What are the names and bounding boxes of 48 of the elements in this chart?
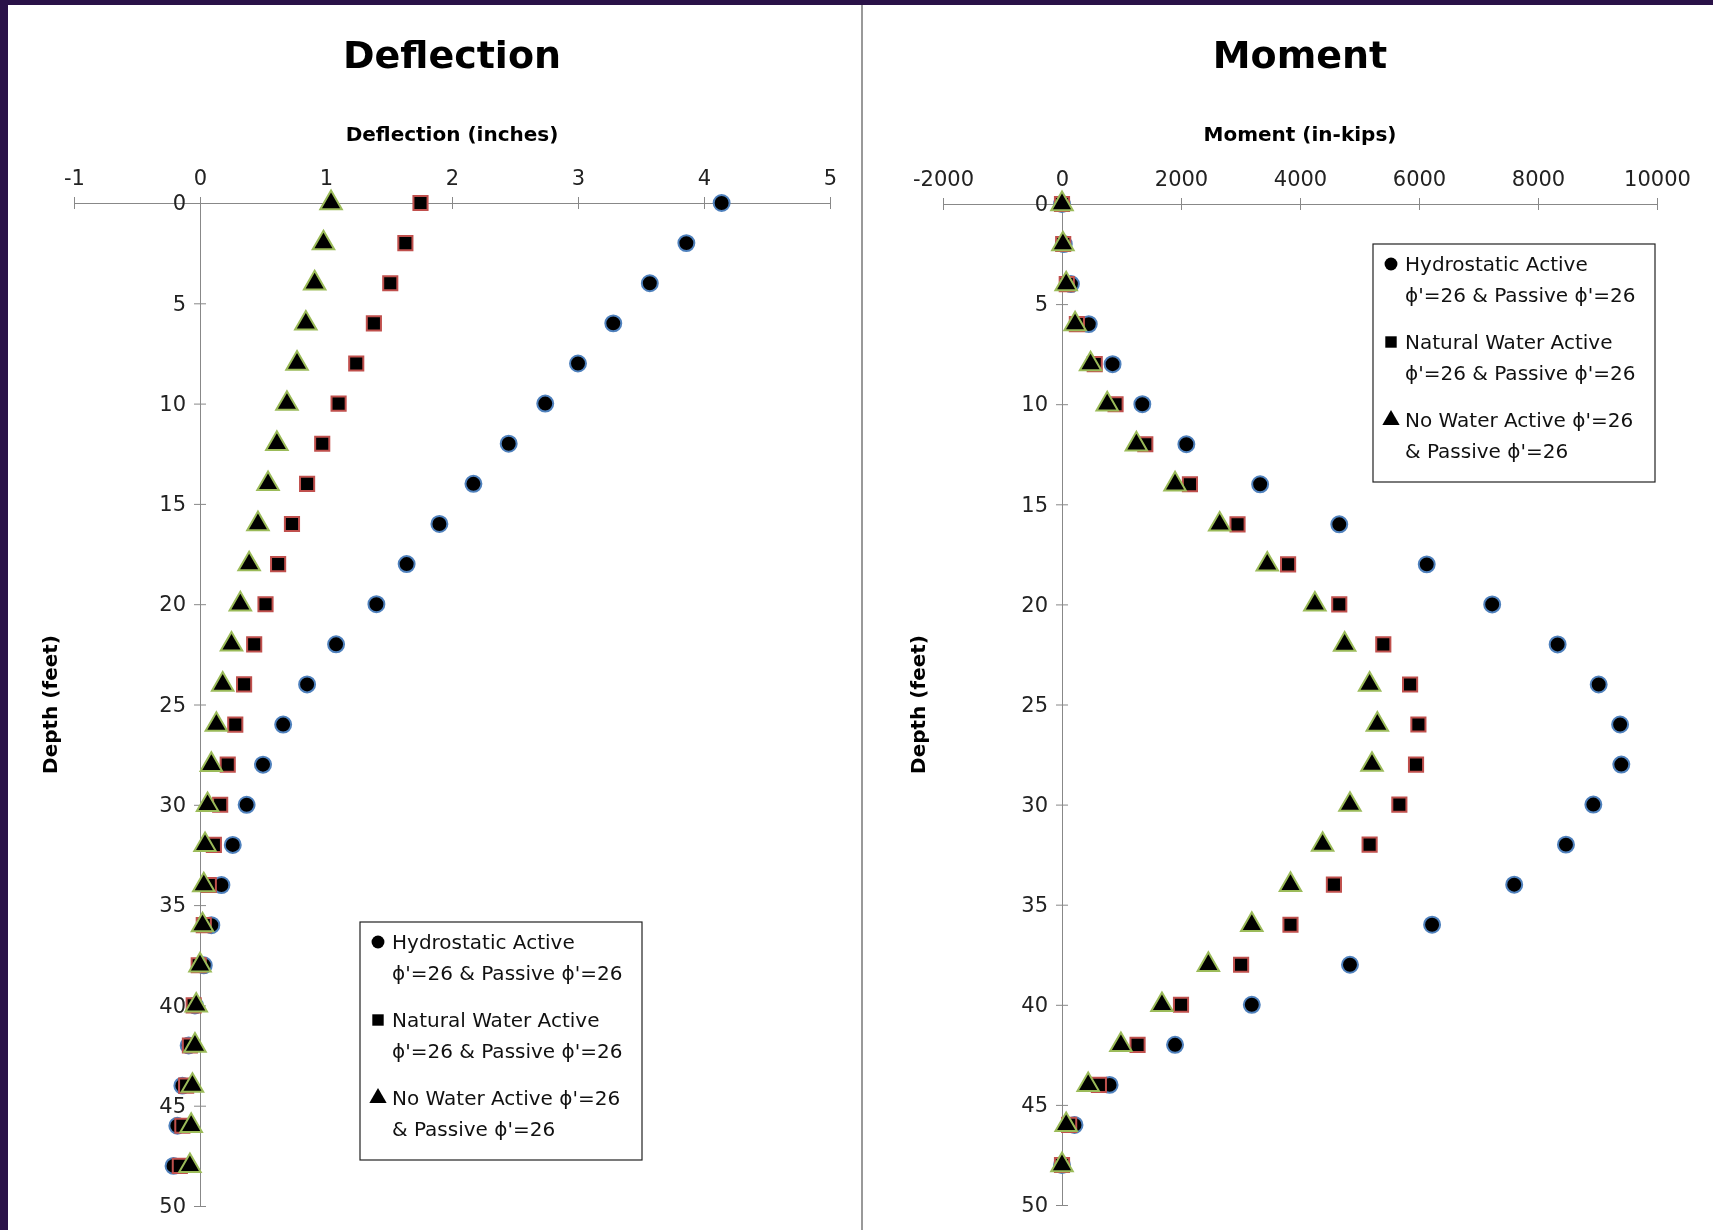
y-tick-label: 50: [1021, 1193, 1048, 1218]
y-tick-label: 10: [1021, 392, 1048, 417]
x-tick-label: 0: [193, 166, 208, 190]
x-tick-label: 4000: [1273, 167, 1328, 191]
y-tick-label: 20: [159, 592, 186, 617]
y-tick-label: 20: [1021, 592, 1048, 617]
x-tick-label: 2000: [1154, 167, 1209, 191]
y-tick-label: 30: [159, 793, 186, 818]
x-tick-label: 8000: [1511, 167, 1566, 191]
legend-label: Natural Water Active ϕ'=26 & Passive ϕ'=26: [1405, 330, 1636, 385]
y-tick-label: 45: [1021, 1093, 1048, 1118]
y-tick-label: 30: [1021, 792, 1048, 817]
y-tick-label: 35: [159, 893, 186, 918]
x-tick-label: 10000: [1624, 167, 1691, 191]
x-axis-title: Deflection (inches): [345, 122, 559, 146]
x-tick-label: 4: [697, 166, 712, 190]
y-tick-label: 10: [159, 391, 186, 416]
legend-label: Hydrostatic Active ϕ'=26 & Passive ϕ'=26: [1405, 252, 1636, 307]
y-tick-label: 15: [159, 492, 186, 517]
x-tick-label: 5: [823, 166, 838, 190]
legend-label: Hydrostatic Active ϕ'=26 & Passive ϕ'=26: [392, 930, 623, 985]
y-tick-label: 45: [159, 1093, 186, 1118]
legend-label: No Water Active ϕ'=26 & Passive ϕ'=26: [392, 1086, 621, 1141]
y-tick-label: 0: [1034, 192, 1048, 217]
y-axis-title: Depth (feet): [906, 635, 930, 774]
chart-title: Deflection: [342, 33, 562, 77]
y-tick-label: 15: [1021, 492, 1048, 517]
y-tick-label: 5: [172, 291, 186, 316]
y-tick-label: 25: [1021, 692, 1048, 717]
y-tick-label: 40: [159, 993, 186, 1018]
y-axis-title: Depth (feet): [38, 635, 62, 774]
x-tick-label: -2000: [912, 167, 975, 191]
y-tick-label: 0: [172, 191, 186, 216]
x-tick-label: 6000: [1392, 167, 1447, 191]
x-axis-title: Moment (in-kips): [1203, 122, 1397, 146]
y-tick-label: 25: [159, 692, 186, 717]
legend-label: Natural Water Active ϕ'=26 & Passive ϕ'=26: [392, 1008, 623, 1063]
x-tick-label: 3: [571, 166, 586, 190]
x-tick-label: 1: [319, 166, 334, 190]
y-tick-label: 35: [1021, 892, 1048, 917]
legend-label: No Water Active ϕ'=26 & Passive ϕ'=26: [1405, 408, 1634, 463]
y-tick-label: 50: [159, 1194, 186, 1219]
y-tick-label: 40: [1021, 993, 1048, 1018]
x-tick-label: 2: [445, 166, 460, 190]
chart-title: Moment: [1212, 33, 1388, 77]
y-tick-label: 5: [1034, 292, 1048, 317]
x-tick-label: 0: [1055, 167, 1070, 191]
x-tick-label: -1: [64, 166, 85, 190]
